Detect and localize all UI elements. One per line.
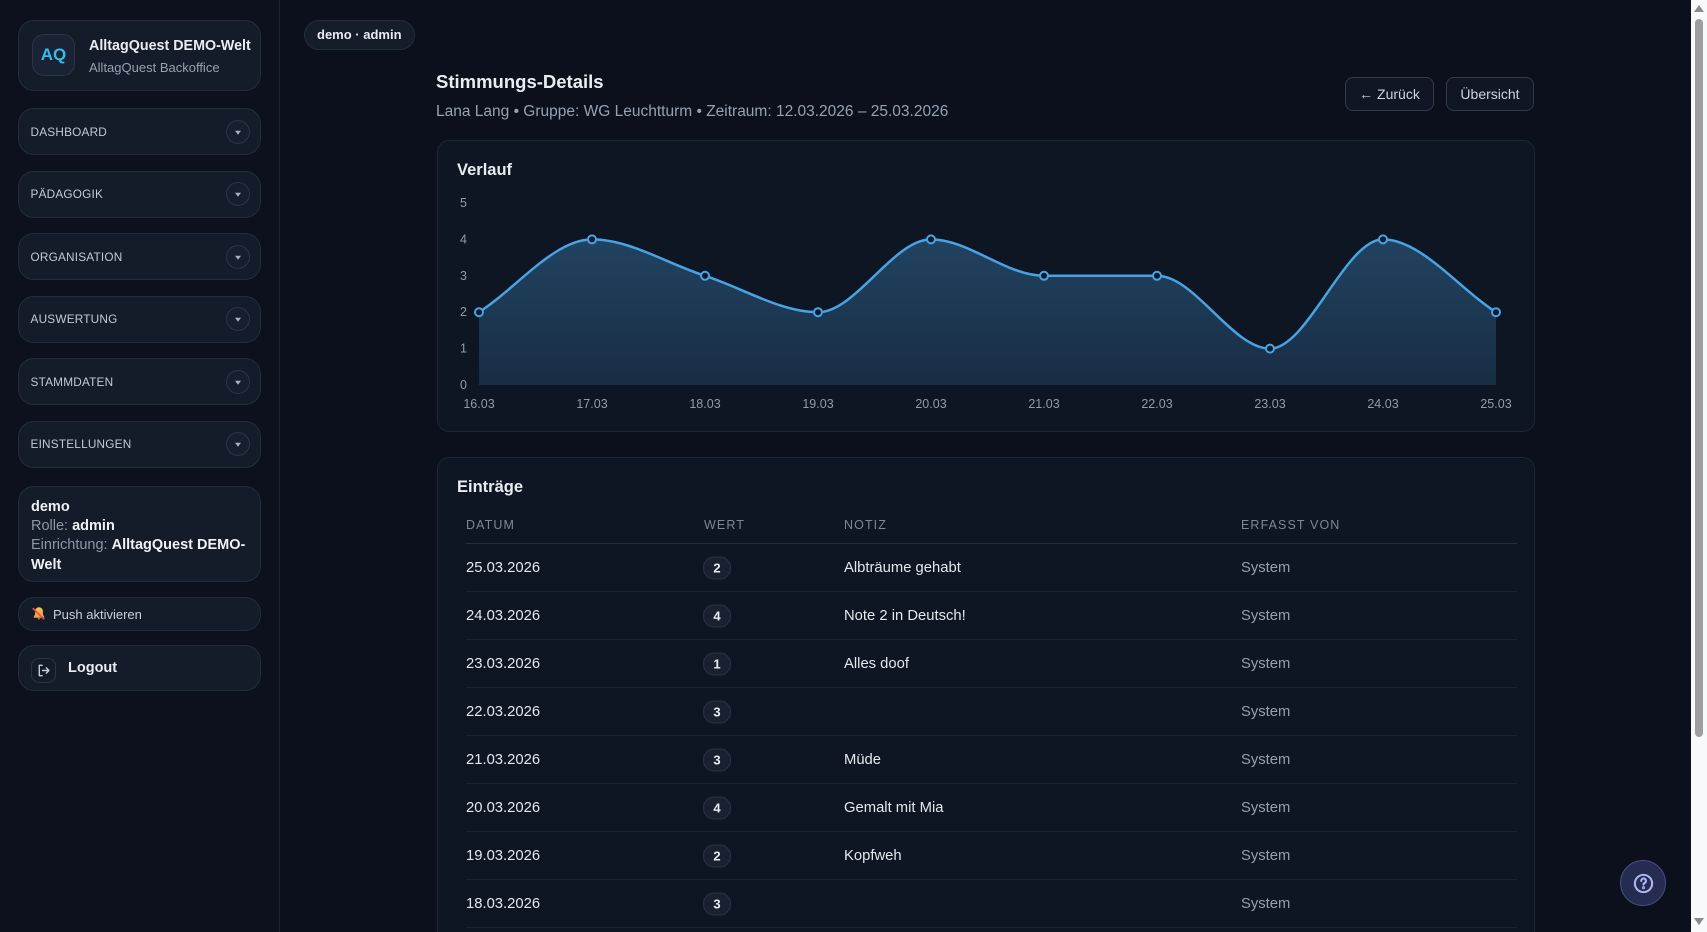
svg-text:1: 1 [460, 342, 467, 356]
svg-text:20.03: 20.03 [915, 397, 946, 411]
svg-text:2: 2 [460, 305, 467, 319]
svg-text:17.03: 17.03 [576, 397, 607, 411]
svg-text:19.03: 19.03 [802, 397, 833, 411]
svg-text:22.03: 22.03 [1141, 397, 1172, 411]
svg-text:25.03: 25.03 [1480, 397, 1511, 411]
svg-text:16.03: 16.03 [463, 397, 494, 411]
svg-text:5: 5 [460, 196, 467, 210]
svg-text:21.03: 21.03 [1028, 397, 1059, 411]
svg-text:3: 3 [460, 269, 467, 283]
svg-text:24.03: 24.03 [1367, 397, 1398, 411]
svg-text:18.03: 18.03 [689, 397, 720, 411]
svg-text:4: 4 [460, 232, 467, 246]
svg-text:0: 0 [460, 378, 467, 392]
svg-text:23.03: 23.03 [1254, 397, 1285, 411]
